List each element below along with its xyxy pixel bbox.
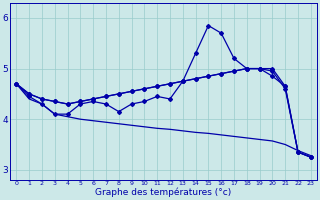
X-axis label: Graphe des températures (°c): Graphe des températures (°c) <box>95 188 232 197</box>
